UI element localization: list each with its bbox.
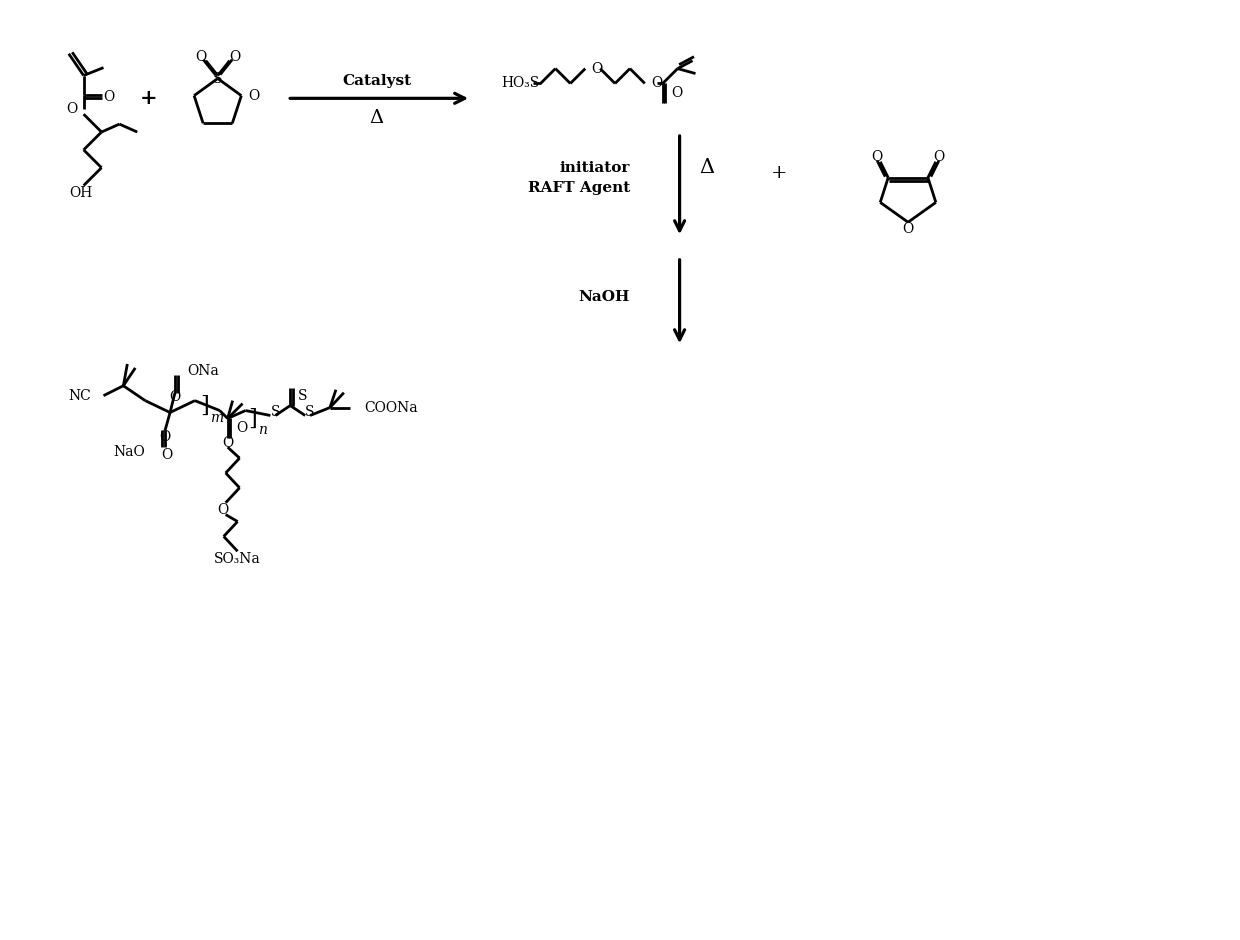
Text: SO₃Na: SO₃Na [215, 552, 260, 566]
Text: O: O [248, 88, 259, 102]
Text: O: O [229, 50, 241, 64]
Text: O: O [237, 421, 248, 435]
Text: ]: ] [200, 395, 208, 416]
Text: +: + [771, 164, 787, 181]
Text: O: O [103, 90, 114, 103]
Text: O: O [160, 431, 171, 445]
Text: OH: OH [69, 186, 92, 200]
Text: NaO: NaO [114, 446, 145, 459]
Text: O: O [161, 448, 172, 462]
Text: initiator: initiator [559, 161, 630, 175]
Text: O: O [222, 436, 233, 450]
Text: COONa: COONa [365, 400, 418, 415]
Text: O: O [217, 503, 228, 517]
Text: HO₃S: HO₃S [501, 76, 539, 90]
Text: +: + [139, 88, 157, 108]
Text: NC: NC [69, 388, 92, 402]
Text: ]: ] [248, 407, 257, 430]
Text: S: S [305, 404, 315, 418]
Text: O: O [934, 149, 945, 164]
Text: m: m [210, 412, 223, 426]
Text: O: O [903, 222, 914, 236]
Text: S: S [298, 388, 308, 402]
Text: O: O [591, 62, 603, 75]
Text: Δ: Δ [699, 158, 714, 178]
Text: O: O [170, 390, 181, 403]
Text: n: n [258, 423, 268, 437]
Text: ONa: ONa [187, 364, 218, 378]
Text: Catalyst: Catalyst [342, 74, 412, 88]
Text: O: O [195, 50, 207, 64]
Text: S: S [270, 404, 280, 418]
Text: NaOH: NaOH [579, 290, 630, 304]
Text: O: O [872, 149, 883, 164]
Text: RAFT Agent: RAFT Agent [528, 180, 630, 195]
Text: O: O [67, 102, 78, 117]
Text: Δ: Δ [370, 109, 383, 127]
Text: S: S [213, 71, 222, 86]
Text: O: O [672, 86, 683, 101]
Text: O: O [651, 76, 662, 90]
